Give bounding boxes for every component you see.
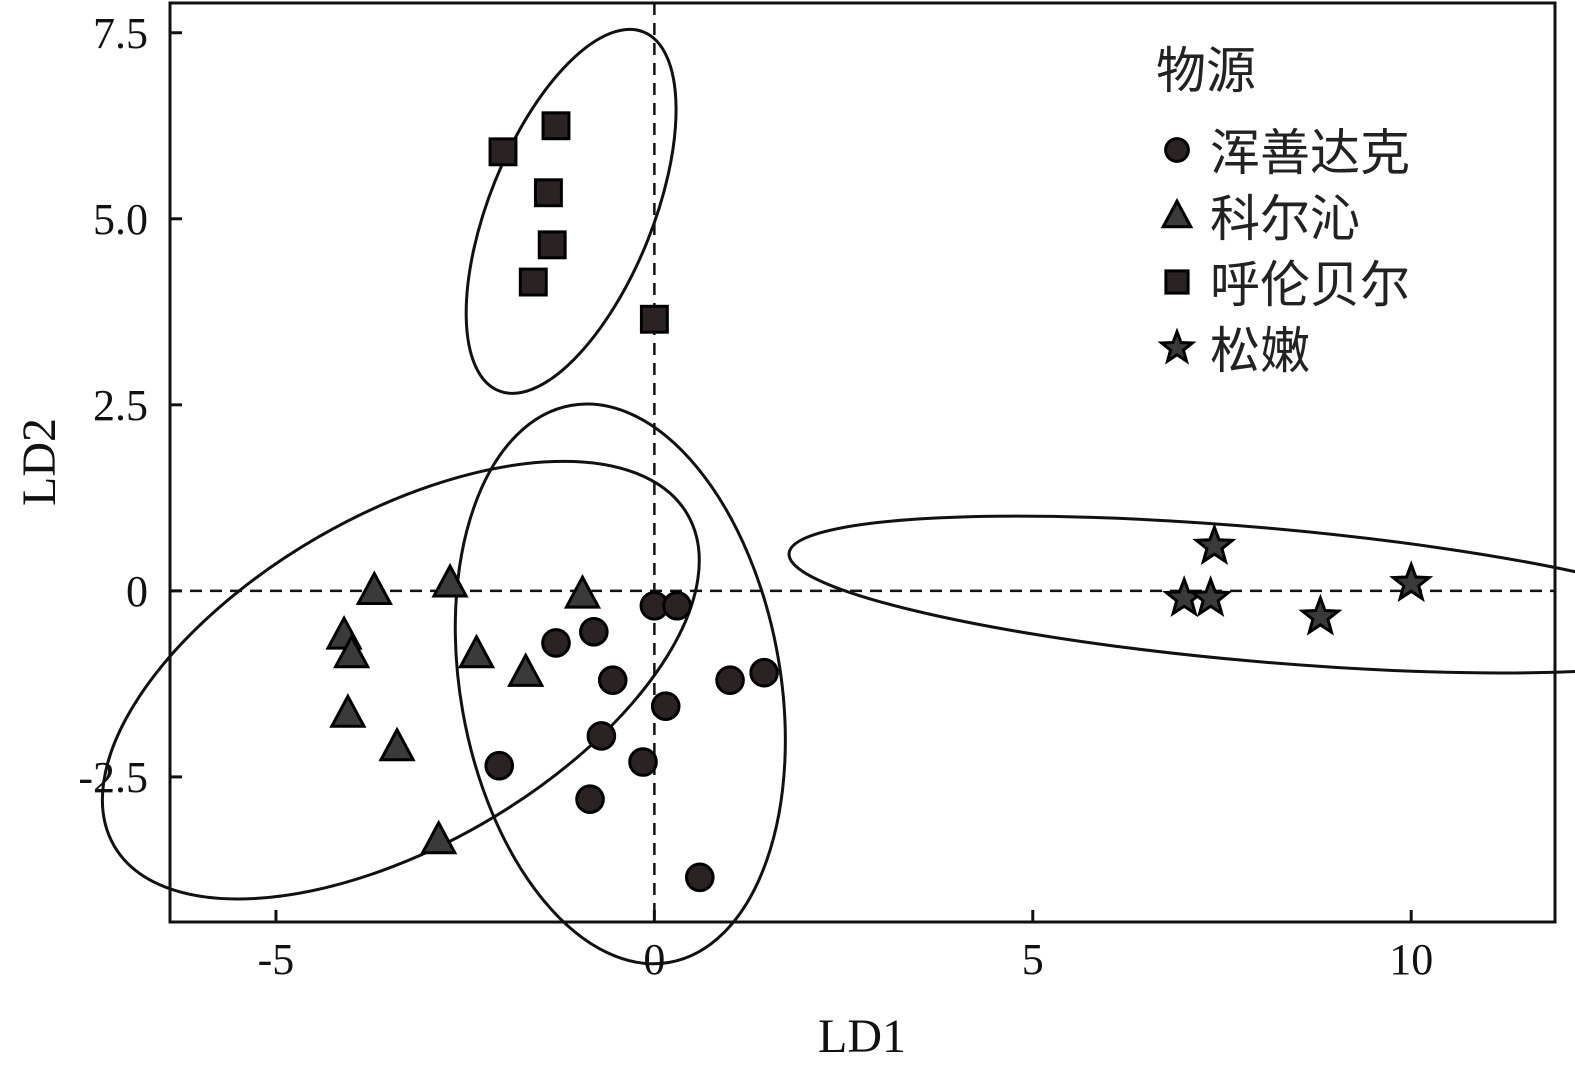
- data-point-square: [541, 111, 571, 141]
- data-point-circle: [662, 590, 692, 621]
- legend-label: 浑善达克: [1210, 124, 1410, 182]
- data-point-circle: [541, 628, 571, 658]
- y-tick-label: -2.5: [78, 753, 148, 802]
- legend-label: 呼伦贝尔: [1210, 256, 1410, 314]
- data-point-circle: [586, 721, 617, 751]
- data-point-triangle: [431, 562, 469, 598]
- data-point-triangle: [457, 633, 496, 669]
- data-point-square: [537, 230, 567, 260]
- y-axis-title: LD2: [13, 418, 66, 506]
- data-point-triangle: [378, 726, 416, 762]
- x-axis-title: LD1: [818, 1010, 906, 1063]
- data-point-triangle: [333, 633, 371, 669]
- data-point-square: [488, 137, 518, 167]
- data-point-circle: [579, 616, 609, 647]
- data-point-triangle: [563, 574, 602, 609]
- data-point-square: [639, 304, 669, 334]
- data-point-circle: [715, 665, 745, 695]
- plot-frame: [168, 1, 1557, 924]
- y-tick-label: 0: [126, 567, 148, 616]
- data-point-star: [1188, 575, 1233, 618]
- x-tick-label: 0: [643, 935, 665, 984]
- y-tick-label: 7.5: [93, 9, 148, 58]
- data-point-circle: [749, 657, 779, 688]
- x-tick-label: -5: [258, 935, 295, 984]
- data-point-triangle: [355, 570, 393, 605]
- legend-marker-triangle: [1160, 197, 1194, 229]
- data-point-circle: [575, 784, 605, 815]
- data-point-circle: [650, 691, 681, 722]
- data-point-circle: [484, 750, 515, 781]
- legend-marker-square: [1164, 269, 1190, 295]
- data-point-square: [518, 267, 548, 297]
- legend-label: 科尔沁: [1210, 190, 1360, 248]
- data-point-star: [1389, 560, 1434, 603]
- data-point-star: [1298, 593, 1343, 636]
- data-point-triangle: [420, 819, 458, 855]
- legend-title: 物源: [1156, 42, 1256, 100]
- confidence-ellipse: [453, 402, 787, 966]
- legend-marker-star: [1157, 327, 1197, 365]
- marks-layer: [325, 111, 1434, 893]
- confidence-ellipse: [787, 514, 1575, 675]
- data-point-circle: [628, 747, 658, 777]
- data-point-square: [533, 178, 563, 208]
- confidence-ellipse: [100, 459, 701, 901]
- x-tick-label: 10: [1389, 935, 1433, 984]
- legend-marker-circle: [1164, 137, 1190, 163]
- x-tick-label: 5: [1022, 935, 1044, 984]
- data-point-triangle: [507, 652, 545, 687]
- axis-ticks: -5 0 5 10 -2.5 0 2.5 5.0 7.5: [78, 9, 1433, 984]
- y-tick-label: 2.5: [93, 381, 148, 430]
- data-point-star: [1192, 523, 1237, 565]
- ellipse-layer: [100, 27, 1575, 966]
- legend-label: 松嫩: [1210, 322, 1310, 380]
- y-tick-label: 5.0: [93, 195, 148, 244]
- data-point-circle: [684, 862, 715, 893]
- data-point-circle: [597, 665, 628, 695]
- data-point-triangle: [329, 693, 367, 728]
- confidence-ellipse: [464, 27, 678, 395]
